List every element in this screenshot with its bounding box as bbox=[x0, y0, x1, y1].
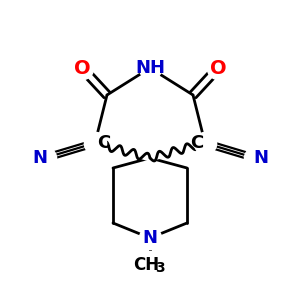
Text: N: N bbox=[142, 229, 158, 247]
Text: O: O bbox=[74, 58, 90, 77]
Text: O: O bbox=[210, 58, 226, 77]
Text: C: C bbox=[97, 134, 110, 152]
Text: 3: 3 bbox=[155, 261, 165, 275]
Text: N: N bbox=[253, 149, 268, 167]
Text: N: N bbox=[32, 149, 47, 167]
Text: C: C bbox=[190, 134, 203, 152]
Text: NH: NH bbox=[135, 59, 165, 77]
Text: CH: CH bbox=[133, 256, 159, 274]
